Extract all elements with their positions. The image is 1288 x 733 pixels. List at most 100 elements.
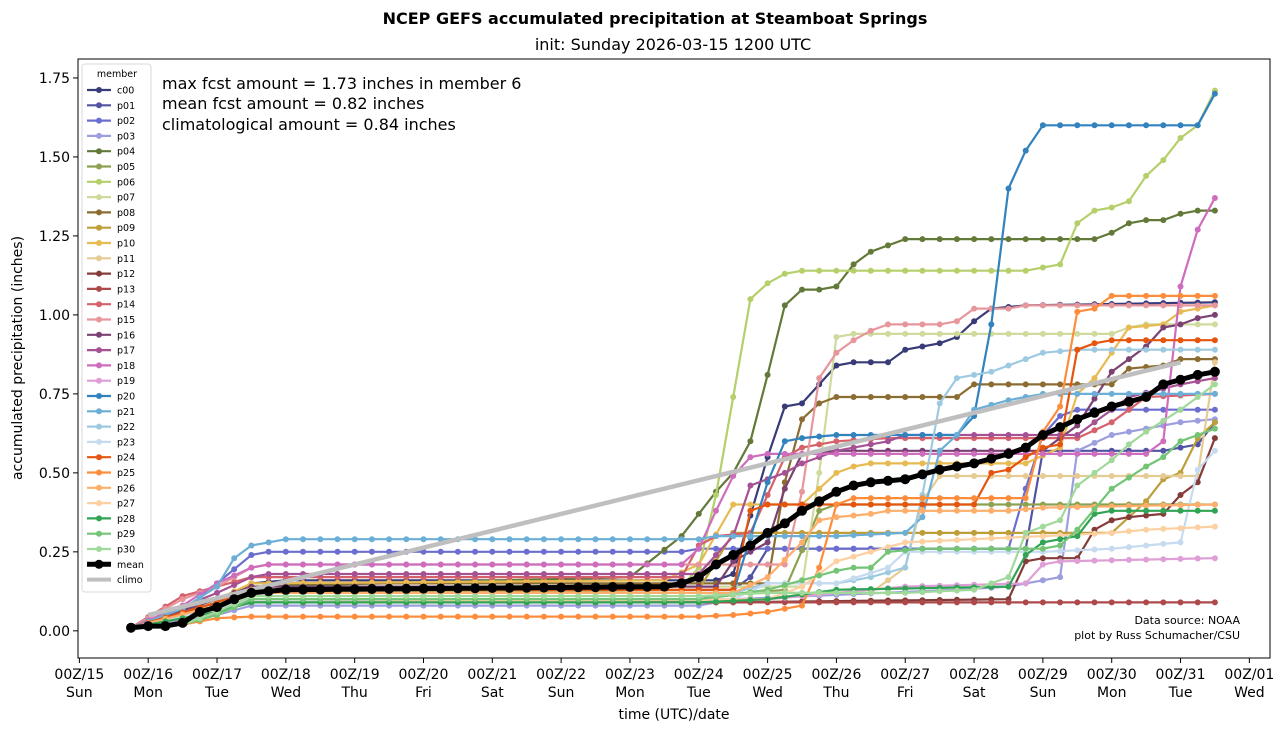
data-point-p02 xyxy=(575,548,582,555)
legend-marker xyxy=(96,163,102,170)
legend-item-c00: c00 xyxy=(87,86,134,97)
data-point-p08 xyxy=(816,400,823,407)
data-point-p27 xyxy=(1125,528,1132,535)
data-point-p25 xyxy=(988,495,995,502)
data-point-p04 xyxy=(1177,210,1184,217)
data-point-p22 xyxy=(988,368,995,375)
data-point-p30 xyxy=(1057,517,1064,524)
data-point-p26 xyxy=(764,574,771,581)
data-point-p26 xyxy=(1022,506,1029,513)
data-point-p02 xyxy=(540,548,547,555)
data-point-p18 xyxy=(764,450,771,457)
data-point-p25 xyxy=(713,612,719,619)
data-point-p24 xyxy=(850,501,857,508)
data-point-p21 xyxy=(403,536,410,543)
legend-item-p22: p22 xyxy=(87,422,135,433)
data-point-mean xyxy=(452,583,463,594)
data-point-p13 xyxy=(1022,599,1029,606)
data-point-p18 xyxy=(1108,450,1115,457)
data-point-p20 xyxy=(902,432,909,438)
data-point-p23 xyxy=(1143,542,1150,549)
legend-item-p25: p25 xyxy=(87,468,135,479)
data-point-p19 xyxy=(1091,557,1098,564)
data-point-p10 xyxy=(420,579,427,586)
data-point-p13 xyxy=(1160,599,1167,606)
data-point-p30 xyxy=(953,587,960,594)
data-point-p27 xyxy=(833,558,840,565)
series-line-p26 xyxy=(130,503,1215,629)
data-point-p13 xyxy=(971,599,978,606)
data-point-p30 xyxy=(713,592,719,599)
data-point-p04 xyxy=(661,546,668,553)
data-point-p21 xyxy=(592,536,599,543)
legend-label: p22 xyxy=(117,422,135,433)
legend-marker xyxy=(96,408,102,415)
legend-label: p30 xyxy=(117,545,135,556)
data-point-p21 xyxy=(386,536,393,543)
data-point-p21 xyxy=(713,533,719,540)
data-point-p21 xyxy=(867,531,874,538)
data-point-p10 xyxy=(1177,308,1184,315)
data-point-p21 xyxy=(936,447,943,454)
data-point-p25 xyxy=(248,613,255,620)
data-point-p21 xyxy=(919,514,926,521)
data-point-p10 xyxy=(885,460,891,467)
legend-marker xyxy=(96,530,102,537)
data-point-p24 xyxy=(747,507,754,514)
data-point-p29 xyxy=(1160,454,1167,461)
data-point-mean xyxy=(676,578,687,589)
data-point-p19 xyxy=(1160,556,1167,563)
data-point-p07 xyxy=(885,330,891,337)
climo-note: climatological amount = 0.84 inches xyxy=(162,115,456,134)
data-point-p27 xyxy=(1160,525,1167,532)
data-point-p29 xyxy=(781,582,788,588)
data-point-p29 xyxy=(919,545,926,552)
data-point-p20 xyxy=(1177,122,1184,129)
data-point-p16 xyxy=(781,485,788,492)
y-axis: 0.00 0.25 0.50 0.75 1.00 1.25 1.50 1.75 xyxy=(39,71,78,640)
data-point-p10 xyxy=(1022,460,1029,467)
data-point-p28 xyxy=(713,598,719,605)
data-point-mean xyxy=(143,621,154,632)
data-point-p20 xyxy=(1194,122,1201,129)
series-line-p29 xyxy=(130,427,1216,629)
data-point-p30 xyxy=(506,593,513,600)
x-tick-weekday: Thu xyxy=(822,685,849,701)
data-point-p17 xyxy=(386,571,393,577)
data-point-p27 xyxy=(1143,526,1150,533)
data-point-p18 xyxy=(627,561,633,568)
data-point-p02 xyxy=(816,545,823,552)
data-point-p21 xyxy=(231,555,238,562)
legend-label: p13 xyxy=(117,284,135,295)
data-point-p15 xyxy=(936,321,943,328)
series-p26 xyxy=(128,501,1218,631)
data-point-p15 xyxy=(850,337,857,344)
legend-item-p26: p26 xyxy=(87,483,135,494)
data-point-p25 xyxy=(885,495,891,502)
data-point-p27 xyxy=(1211,523,1218,530)
data-point-p08 xyxy=(902,394,909,400)
data-point-p20 xyxy=(1005,185,1012,192)
data-point-p25 xyxy=(936,495,943,502)
data-point-p22 xyxy=(1022,356,1029,363)
data-point-p10 xyxy=(386,579,393,586)
series-line-p28 xyxy=(130,509,1215,629)
data-point-p29 xyxy=(850,564,857,571)
data-point-p24 xyxy=(1074,346,1081,353)
data-point-p04 xyxy=(799,286,805,293)
data-point-p21 xyxy=(747,533,754,540)
data-point-p15 xyxy=(1143,302,1150,309)
data-point-p23 xyxy=(1057,548,1064,555)
data-point-p29 xyxy=(867,564,874,571)
legend-label: p25 xyxy=(117,468,135,479)
data-point-p24 xyxy=(1177,337,1184,344)
data-point-p29 xyxy=(936,545,943,552)
data-point-p30 xyxy=(833,589,840,596)
data-point-p06 xyxy=(971,267,978,274)
series-line-p21 xyxy=(130,392,1215,629)
data-point-p30 xyxy=(885,589,891,596)
data-point-p06 xyxy=(867,267,874,274)
data-point-p30 xyxy=(558,593,565,600)
data-point-p14 xyxy=(764,492,771,498)
legend-marker xyxy=(96,469,102,476)
